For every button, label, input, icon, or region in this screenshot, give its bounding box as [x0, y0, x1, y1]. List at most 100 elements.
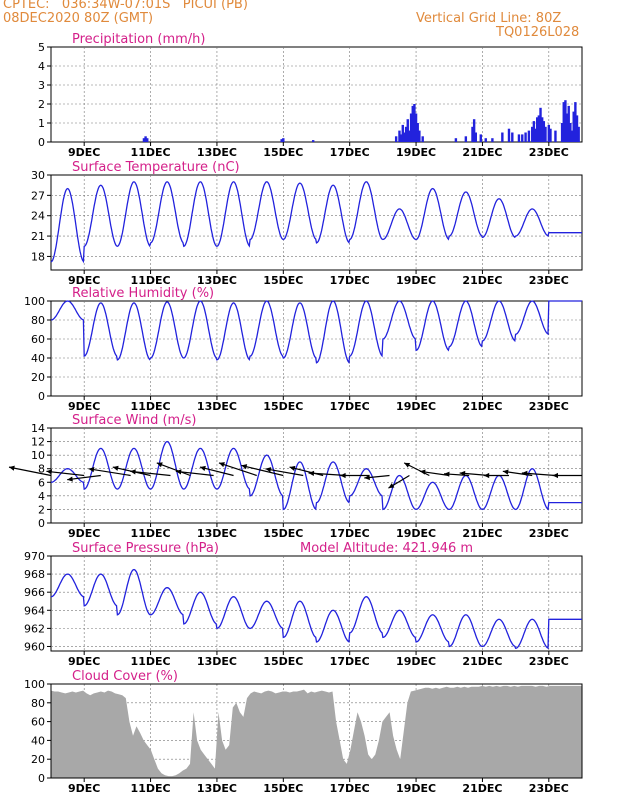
precip-bar: [560, 123, 564, 142]
wind-vector: [130, 470, 171, 477]
x-tick-label: 21DEC: [462, 782, 502, 795]
precip-bar: [567, 105, 570, 142]
model-code-header: TQ0126L028: [496, 25, 580, 40]
wind-vector: [218, 462, 257, 477]
x-tick-label: 9DEC: [68, 274, 100, 287]
wind-vector: [46, 470, 85, 477]
precip-bar: [527, 130, 531, 142]
precip-bar: [280, 139, 283, 142]
precip-bar: [549, 128, 552, 142]
wind-arrowhead: [289, 465, 296, 471]
x-tick-label: 15DEC: [263, 782, 303, 795]
panel-title: Cloud Cover (%): [72, 669, 178, 684]
x-tick-label: 19DEC: [396, 527, 436, 540]
x-tick-label: 11DEC: [131, 146, 171, 159]
precip-bar: [540, 117, 544, 142]
x-tick-label: 23DEC: [529, 274, 569, 287]
wind-arrowhead: [459, 470, 466, 477]
precip-bar: [577, 126, 580, 142]
precip-bar: [416, 123, 419, 142]
x-tick-label: 9DEC: [68, 782, 100, 795]
precip-bar: [479, 134, 482, 142]
precip-bar: [401, 124, 404, 142]
y-tick-label: 0: [38, 136, 45, 149]
wind-vector: [156, 462, 191, 477]
x-tick-label: 11DEC: [131, 400, 171, 413]
y-tick-label: 0: [38, 390, 45, 403]
precip-bar: [409, 113, 413, 142]
wind-arrowhead: [9, 465, 15, 471]
panel-frame: [50, 555, 583, 652]
y-tick-label: 966: [24, 586, 45, 599]
wind-vector: [67, 474, 101, 481]
wind-arrowhead: [502, 469, 509, 475]
series-line: [50, 440, 582, 511]
panel-title: Surface Temperature (nC): [72, 160, 240, 175]
x-tick-label: 13DEC: [197, 782, 237, 795]
y-tick-label: 40: [31, 352, 45, 365]
precip-bar: [537, 115, 541, 142]
x-tick-label: 23DEC: [529, 782, 569, 795]
precip-bar: [501, 132, 504, 142]
x-tick-label: 9DEC: [68, 655, 100, 668]
wind-vector: [175, 470, 214, 477]
wind-arrowhead: [88, 467, 95, 473]
precip-bar: [491, 138, 494, 142]
wind-arrowhead: [552, 472, 559, 479]
y-tick-label: 40: [31, 734, 45, 747]
x-tick-label: 21DEC: [462, 527, 502, 540]
y-tick-label: 8: [38, 463, 45, 476]
x-tick-label: 19DEC: [396, 146, 436, 159]
wind-arrowhead: [443, 471, 450, 477]
wind-arrowhead: [218, 462, 225, 468]
precip-bar: [142, 138, 146, 142]
precip-bar: [554, 130, 557, 142]
precip-bar: [406, 119, 409, 142]
wind-vector: [241, 464, 284, 477]
precip-bar: [544, 126, 547, 142]
y-tick-label: 968: [24, 568, 45, 581]
precip-bar: [517, 134, 521, 142]
y-tick-label: 6: [38, 476, 45, 489]
x-tick-label: 23DEC: [529, 655, 569, 668]
precip-bar: [472, 119, 476, 142]
y-tick-label: 4: [38, 490, 45, 503]
wind-vector: [199, 466, 234, 477]
y-tick-label: 970: [24, 550, 45, 563]
precip-bar: [408, 130, 411, 142]
x-tick-label: 13DEC: [197, 274, 237, 287]
model-altitude-annotation: Model Altitude: 421.946 m: [300, 541, 473, 556]
y-tick-label: 18: [31, 250, 45, 263]
wind-arrowhead: [340, 472, 346, 479]
x-tick-label: 23DEC: [529, 146, 569, 159]
precip-bar: [539, 107, 542, 142]
x-tick-label: 13DEC: [197, 655, 237, 668]
wind-arrowhead: [265, 467, 272, 473]
y-tick-label: 0: [38, 772, 45, 785]
precip-bar: [542, 121, 546, 142]
station-header: CPTEC: 036:34W-07:01S PICUI (PB): [3, 0, 248, 12]
y-tick-label: 3: [38, 79, 45, 92]
precip-bar: [521, 134, 524, 142]
x-tick-label: 17DEC: [330, 782, 370, 795]
x-tick-label: 11DEC: [131, 274, 171, 287]
precip-bar: [414, 113, 418, 142]
wind-vector: [8, 466, 52, 477]
precip-bar: [569, 123, 572, 142]
y-tick-label: 80: [31, 697, 45, 710]
precip-bar: [282, 138, 285, 142]
wind-vector: [521, 472, 556, 477]
wind-arrowhead: [308, 470, 315, 476]
y-tick-label: 30: [31, 169, 45, 182]
precip-bar: [421, 136, 424, 142]
x-tick-label: 15DEC: [263, 527, 303, 540]
x-tick-label: 19DEC: [396, 782, 436, 795]
precip-bar: [574, 102, 577, 142]
x-tick-label: 11DEC: [131, 782, 171, 795]
wind-arrowhead: [67, 476, 73, 482]
precip-bar: [534, 128, 537, 142]
precip-bar: [532, 121, 536, 142]
grid-line-header: Vertical Grid Line: 80Z: [416, 11, 562, 26]
y-tick-label: 2: [38, 98, 45, 111]
